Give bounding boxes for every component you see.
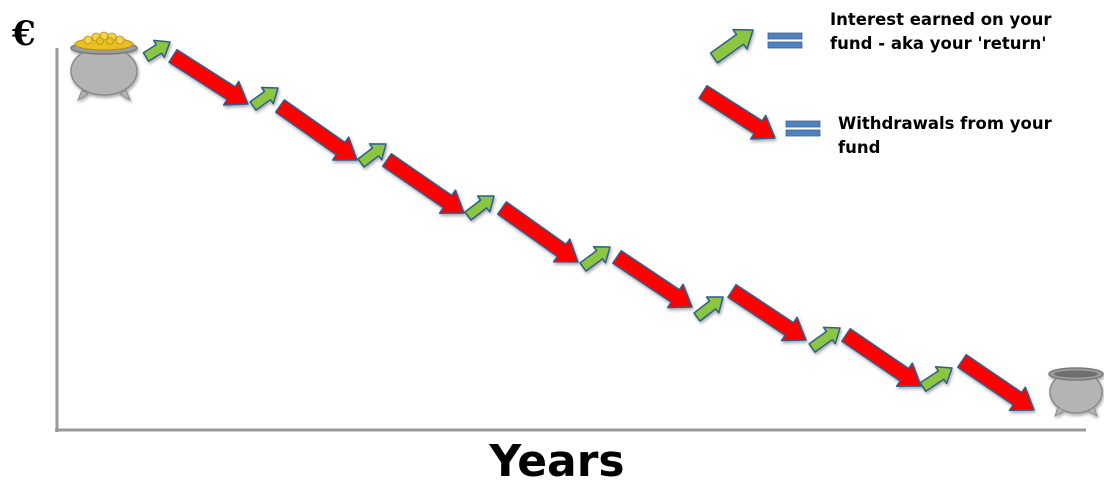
legend-withdrawals-label: Withdrawals from your fund — [838, 112, 1052, 160]
withdrawal-arrow-8 — [957, 354, 1035, 412]
y-axis-label: € — [12, 14, 36, 54]
interest-arrow-5 — [579, 245, 611, 272]
legend-withdrawals-line2: fund — [838, 138, 881, 157]
interest-arrow-6 — [693, 296, 724, 322]
interest-arrow-3 — [357, 143, 387, 168]
interest-arrow-8 — [919, 366, 953, 392]
withdrawal-arrow-2 — [274, 99, 358, 161]
withdrawal-arrow-4 — [496, 201, 579, 263]
interest-arrow-4 — [464, 195, 495, 221]
legend-withdrawal-arrow — [698, 84, 776, 140]
x-axis-label: Years — [489, 436, 625, 487]
legend-interest-arrow — [709, 28, 754, 64]
withdrawal-arrow-1 — [168, 48, 249, 106]
withdrawal-arrow-3 — [381, 153, 465, 214]
arrow-chain — [142, 39, 1035, 412]
withdrawal-arrow-6 — [727, 283, 807, 342]
legend-withdrawal-equals-icon — [785, 120, 821, 137]
interest-arrow-1 — [142, 39, 171, 62]
legend-interest-equals-icon — [767, 32, 803, 49]
interest-arrow-7 — [808, 326, 841, 353]
withdrawal-arrow-5 — [612, 250, 693, 309]
legend-interest-line2: fund - aka your 'return' — [830, 34, 1047, 53]
axes — [55, 48, 1086, 432]
legend-withdrawals-line1: Withdrawals from your — [838, 114, 1052, 133]
legend-interest-label: Interest earned on your fund - aka your … — [830, 8, 1052, 56]
pot-of-gold-icon — [70, 31, 138, 102]
legend-interest-line1: Interest earned on your — [830, 10, 1052, 29]
withdrawal-arrow-7 — [841, 328, 922, 388]
empty-pot-icon — [1048, 367, 1104, 418]
legend — [698, 28, 821, 140]
interest-arrow-2 — [249, 86, 279, 111]
legend-icons — [698, 28, 821, 140]
